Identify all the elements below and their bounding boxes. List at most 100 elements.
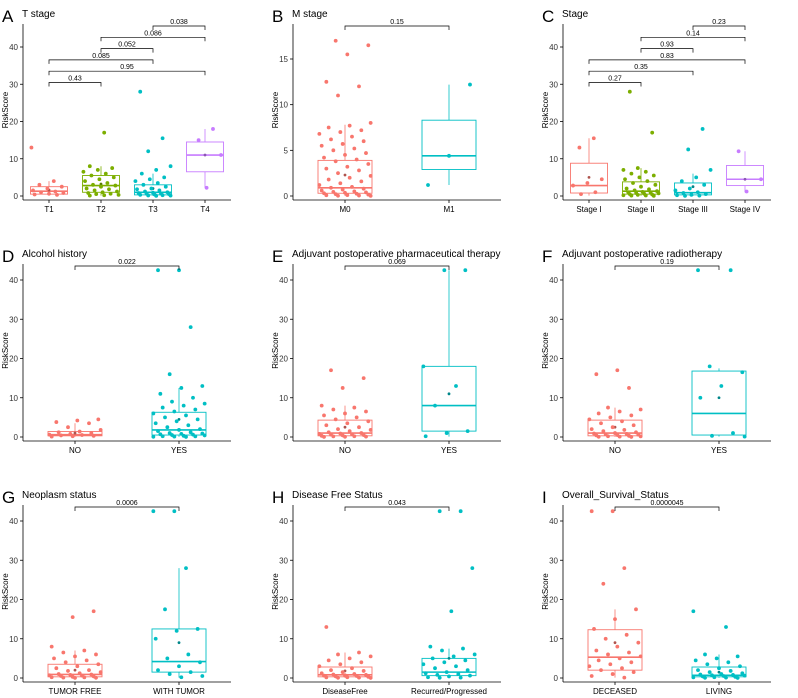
data-point xyxy=(357,650,361,655)
data-point xyxy=(710,433,714,438)
x-tick-label: NO xyxy=(609,446,621,455)
data-point xyxy=(621,168,626,172)
data-point xyxy=(736,149,741,154)
data-point xyxy=(617,434,622,439)
mean-point xyxy=(587,175,591,179)
data-point xyxy=(82,648,87,653)
comparison-bracket: 0.93 xyxy=(640,42,694,53)
data-point xyxy=(177,664,181,669)
data-point xyxy=(66,669,70,673)
data-point xyxy=(156,668,160,673)
panel-letter: A xyxy=(2,7,14,26)
data-point xyxy=(91,182,95,187)
data-point xyxy=(744,189,749,194)
p-value-label: 0.086 xyxy=(144,30,162,37)
data-point xyxy=(697,193,702,198)
data-point xyxy=(195,627,200,631)
data-point xyxy=(329,668,333,673)
data-point xyxy=(56,430,61,435)
bracket-line xyxy=(614,265,720,270)
bracket-line xyxy=(344,265,450,270)
x-tick-label: LIVING xyxy=(706,687,732,696)
y-tick-label: 0 xyxy=(284,674,289,683)
data-point xyxy=(606,405,610,410)
box-living xyxy=(691,609,747,680)
data-point xyxy=(638,407,643,412)
data-point xyxy=(193,434,198,439)
box-t3 xyxy=(133,89,173,198)
data-point xyxy=(100,190,105,195)
data-point xyxy=(153,421,158,426)
data-point xyxy=(31,188,35,193)
bracket-line xyxy=(614,506,720,511)
data-point xyxy=(99,184,103,189)
data-point xyxy=(354,415,359,420)
data-point xyxy=(470,566,475,570)
data-point xyxy=(601,581,606,586)
x-tick-label: Stage II xyxy=(627,205,655,214)
comparison-bracket: 0.0000045 xyxy=(614,500,720,511)
data-point xyxy=(81,169,86,174)
data-point xyxy=(629,193,634,198)
comparison-bracket: 0.27 xyxy=(588,76,642,87)
data-point xyxy=(155,181,160,185)
data-point xyxy=(29,145,34,150)
data-point xyxy=(188,670,193,675)
y-tick-label: 30 xyxy=(9,80,18,89)
data-point xyxy=(98,670,103,675)
data-point xyxy=(700,127,705,131)
data-point xyxy=(345,421,350,426)
comparison-bracket: 0.043 xyxy=(344,500,450,511)
y-tick-label: 40 xyxy=(549,517,558,526)
box-yes xyxy=(691,268,747,439)
data-point xyxy=(160,434,165,439)
box-iqr xyxy=(421,119,477,170)
data-point xyxy=(94,192,99,197)
bracket-line xyxy=(640,48,694,53)
data-point xyxy=(707,670,712,675)
data-point xyxy=(172,409,177,414)
panel-b: B M stage RiskScore 0 5 10 15 M0 M1 0.15 xyxy=(271,7,501,214)
box-tumor-free xyxy=(47,609,103,680)
p-value-label: 0.93 xyxy=(660,42,674,49)
p-value-label: 0.043 xyxy=(388,500,406,507)
data-point xyxy=(340,187,345,192)
data-point xyxy=(440,648,444,653)
data-point xyxy=(162,175,167,180)
bracket-line xyxy=(692,25,746,30)
bracket-line xyxy=(48,59,154,64)
box-iqr xyxy=(726,165,764,187)
data-point xyxy=(97,177,102,182)
data-point xyxy=(141,182,146,187)
data-point xyxy=(352,189,357,194)
data-point xyxy=(629,413,634,418)
data-point xyxy=(740,671,745,676)
data-point xyxy=(687,186,692,191)
data-point xyxy=(338,662,343,667)
mean-point xyxy=(99,182,103,186)
data-point xyxy=(433,666,437,671)
p-value-label: 0.0006 xyxy=(116,500,138,507)
data-point xyxy=(707,364,712,369)
data-point xyxy=(77,671,82,676)
y-tick-label: 10 xyxy=(9,155,18,164)
box-m1 xyxy=(421,82,477,187)
data-point xyxy=(133,179,138,184)
panel-d: D Alcohol history RiskScore 0 10 20 30 40 NO YES 0… xyxy=(1,247,231,455)
box-iqr xyxy=(587,629,643,671)
data-point xyxy=(51,179,56,184)
data-point xyxy=(695,190,700,195)
box-t4 xyxy=(186,127,224,190)
y-axis-label: RiskScore xyxy=(1,573,10,610)
x-tick-label: T1 xyxy=(44,205,54,214)
data-point xyxy=(49,434,54,439)
data-point xyxy=(622,566,627,570)
box-t1 xyxy=(29,145,68,197)
data-point xyxy=(639,184,643,189)
data-point xyxy=(163,184,168,189)
data-point xyxy=(317,664,322,669)
data-point xyxy=(421,662,426,667)
data-point xyxy=(329,368,333,373)
data-point xyxy=(631,181,635,185)
data-point xyxy=(331,148,336,153)
